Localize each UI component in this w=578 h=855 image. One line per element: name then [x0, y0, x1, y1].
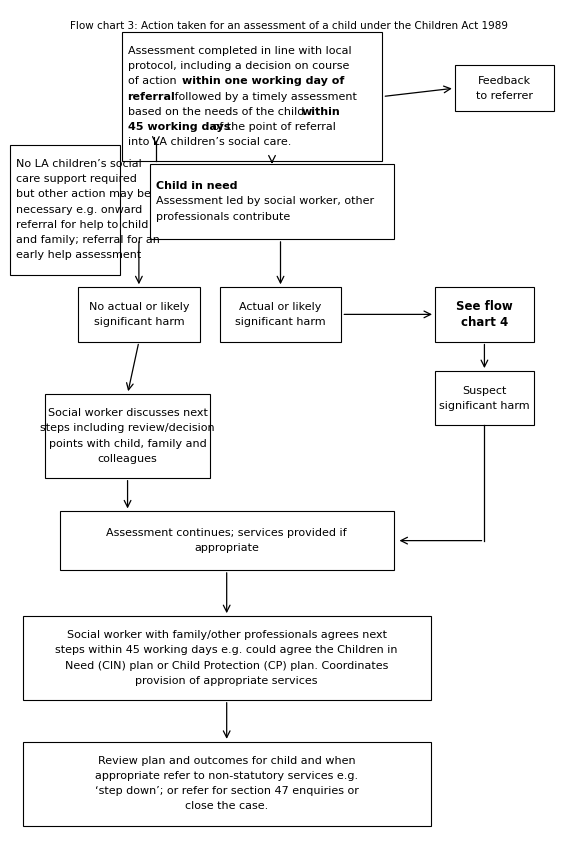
Bar: [435, 371, 534, 426]
Text: of action: of action: [128, 76, 180, 86]
Text: points with child, family and: points with child, family and: [49, 439, 206, 449]
Text: close the case.: close the case.: [185, 801, 268, 811]
Bar: [435, 287, 534, 342]
Text: Child in need: Child in need: [156, 181, 238, 191]
Text: necessary e.g. onward: necessary e.g. onward: [16, 204, 142, 215]
Text: No LA children’s social: No LA children’s social: [16, 159, 142, 169]
Text: Suspect: Suspect: [462, 386, 506, 396]
Text: significant harm: significant harm: [235, 317, 326, 327]
Bar: [23, 616, 431, 699]
Text: See flow: See flow: [456, 300, 513, 313]
Text: significant harm: significant harm: [94, 317, 184, 327]
Text: Review plan and outcomes for child and when: Review plan and outcomes for child and w…: [98, 756, 355, 766]
Text: Need (CIN) plan or Child Protection (CP) plan. Coordinates: Need (CIN) plan or Child Protection (CP)…: [65, 661, 388, 670]
Text: Social worker discusses next: Social worker discusses next: [47, 408, 208, 418]
Text: Feedback: Feedback: [477, 75, 531, 86]
Bar: [60, 511, 394, 570]
Text: Actual or likely: Actual or likely: [239, 302, 322, 312]
Text: Flow chart 3: Action taken for an assessment of a child under the Children Act 1: Flow chart 3: Action taken for an assess…: [70, 21, 508, 31]
Text: care support required: care support required: [16, 174, 136, 184]
Text: into LA children’s social care.: into LA children’s social care.: [128, 138, 291, 147]
Text: Social worker with family/other professionals agrees next: Social worker with family/other professi…: [66, 630, 387, 640]
Text: professionals contribute: professionals contribute: [156, 211, 290, 221]
Bar: [46, 394, 210, 478]
Bar: [220, 287, 342, 342]
Text: to referrer: to referrer: [476, 91, 533, 101]
Text: colleagues: colleagues: [98, 454, 157, 463]
Text: appropriate refer to non-statutory services e.g.: appropriate refer to non-statutory servi…: [95, 771, 358, 781]
Text: Assessment continues; services provided if: Assessment continues; services provided …: [106, 528, 347, 538]
Text: referral: referral: [128, 91, 175, 102]
Text: of the point of referral: of the point of referral: [209, 122, 336, 132]
Text: based on the needs of the child: based on the needs of the child: [128, 107, 307, 117]
Text: but other action may be: but other action may be: [16, 190, 150, 199]
Text: protocol, including a decision on course: protocol, including a decision on course: [128, 61, 349, 71]
Text: referral for help to child: referral for help to child: [16, 220, 148, 230]
Text: 45 working days: 45 working days: [128, 122, 230, 132]
Text: and family; referral for an: and family; referral for an: [16, 235, 160, 245]
Text: Assessment completed in line with local: Assessment completed in line with local: [128, 46, 351, 56]
Text: steps including review/decision: steps including review/decision: [40, 423, 215, 433]
Text: within: within: [302, 107, 340, 117]
Text: ‘step down’; or refer for section 47 enquiries or: ‘step down’; or refer for section 47 enq…: [95, 787, 358, 796]
Text: Assessment led by social worker, other: Assessment led by social worker, other: [156, 197, 374, 206]
Text: steps within 45 working days e.g. could agree the Children in: steps within 45 working days e.g. could …: [55, 646, 398, 655]
Text: followed by a timely assessment: followed by a timely assessment: [171, 91, 357, 102]
Text: appropriate: appropriate: [194, 543, 259, 553]
Bar: [455, 65, 554, 111]
Text: provision of appropriate services: provision of appropriate services: [135, 675, 318, 686]
Text: early help assessment: early help assessment: [16, 251, 141, 261]
Bar: [10, 144, 120, 274]
Bar: [78, 287, 200, 342]
Text: chart 4: chart 4: [461, 316, 508, 329]
Bar: [150, 163, 394, 239]
Text: No actual or likely: No actual or likely: [88, 302, 189, 312]
Text: within one working day of: within one working day of: [182, 76, 344, 86]
Bar: [122, 32, 383, 162]
Text: significant harm: significant harm: [439, 401, 529, 410]
Bar: [23, 741, 431, 826]
